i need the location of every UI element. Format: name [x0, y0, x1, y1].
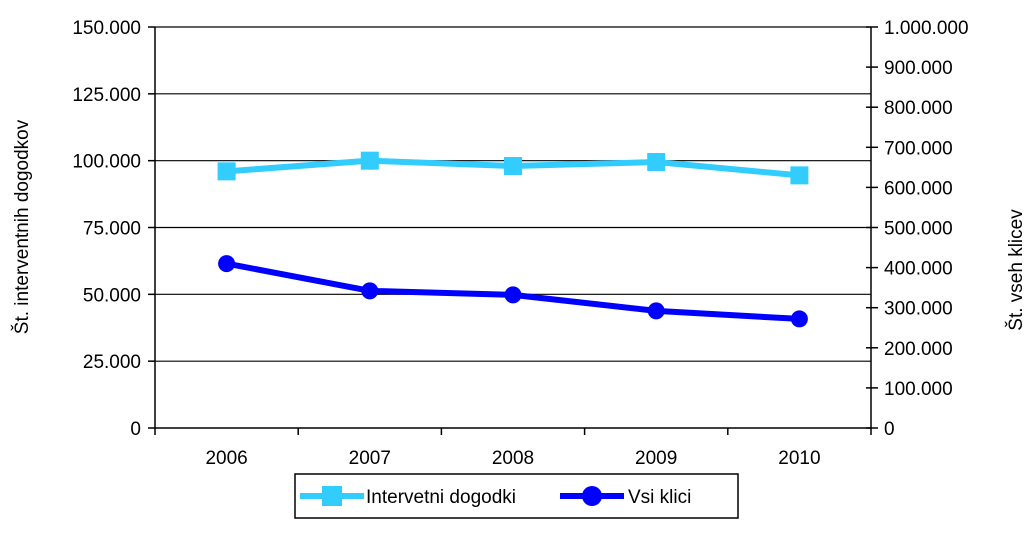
gridlines [155, 26, 871, 362]
right-tick-label: 0 [884, 419, 895, 440]
legend-box [294, 473, 739, 519]
legend-item-vsi-klici: Vsi klici [560, 486, 691, 508]
left-tick-label: 0 [130, 419, 141, 440]
legend-marker-square [322, 486, 342, 506]
x-tick-label: 2006 [205, 448, 247, 469]
data-point-square [504, 157, 522, 176]
legend-label-intervetni-dogodki: Intervetni dogodki [366, 487, 516, 508]
left-tick-label: 25.000 [83, 352, 141, 373]
legend-label-vsi-klici: Vsi klici [628, 487, 691, 508]
series-layer [217, 151, 809, 328]
left-tick-label: 50.000 [83, 285, 141, 306]
right-tick-label: 900.000 [884, 58, 953, 79]
x-tick-label: 2007 [349, 448, 391, 469]
right-tick-label: 600.000 [884, 178, 953, 199]
right-tick-label: 400.000 [884, 259, 953, 280]
left-tick-label: 150.000 [72, 18, 141, 39]
left-tick-label: 75.000 [83, 219, 141, 240]
data-point-circle [504, 286, 522, 304]
data-point-circle [647, 302, 665, 320]
right-tick-label: 1.000.000 [884, 18, 969, 39]
right-tick-label: 300.000 [884, 299, 953, 320]
data-point-circle [218, 255, 236, 273]
left-axis-ticks: 0 25.000 50.000 75.000 100.000 125.000 150.000 [72, 18, 155, 440]
right-tick-label: 800.000 [884, 98, 953, 119]
data-point-square [790, 166, 809, 185]
left-tick-label: 100.000 [72, 152, 141, 173]
legend-marker-circle [582, 486, 602, 506]
data-point-square [360, 151, 379, 170]
x-tick-label: 2010 [778, 448, 820, 469]
data-point-square [647, 153, 666, 172]
right-tick-label: 700.000 [884, 138, 953, 159]
right-tick-label: 100.000 [884, 379, 953, 400]
x-tick-label: 2008 [492, 448, 534, 469]
legend: Intervetni dogodki Vsi klici [294, 473, 739, 519]
left-tick-label: 125.000 [72, 85, 141, 106]
legend-item-intervetni-dogodki: Intervetni dogodki [300, 486, 516, 508]
x-tick-label: 2009 [635, 448, 677, 469]
data-point-square [217, 162, 236, 181]
data-point-circle [790, 310, 808, 328]
right-axis-ticks: 0 100.000 200.000 300.000 400.000 500.000 600.… [866, 18, 969, 440]
right-tick-label: 500.000 [884, 219, 953, 240]
x-axis-ticks: 2006 2007 2008 2009 2010 [154, 428, 872, 469]
data-point-circle [361, 282, 379, 300]
left-axis-title: Št. interventnih dogodkov [11, 119, 33, 334]
right-tick-label: 200.000 [884, 339, 953, 360]
right-axis-title: Št. vseh klicev [1005, 209, 1024, 331]
